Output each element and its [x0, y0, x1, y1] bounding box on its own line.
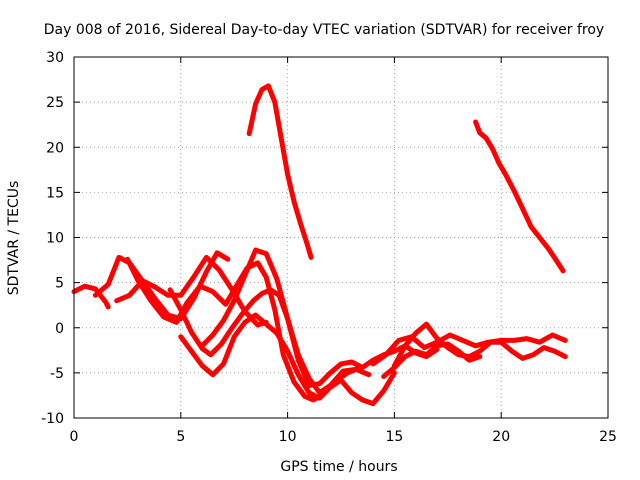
- y-tick-label: 5: [55, 276, 64, 292]
- x-tick-label: 10: [279, 429, 297, 445]
- y-tick-label: -5: [50, 366, 64, 382]
- axes: 0 5 10 15 20 25 -10 -5 0 5 10 15 20 25 30: [41, 50, 617, 445]
- series-arc-10: [391, 321, 568, 369]
- x-tick-label: 15: [385, 429, 403, 445]
- series-arc-7: [199, 247, 440, 388]
- y-tick-label: 25: [46, 95, 64, 111]
- grid: [74, 57, 608, 418]
- y-tick-label: 20: [46, 140, 64, 156]
- x-tick-label: 0: [70, 429, 79, 445]
- y-tick-label: 15: [46, 185, 64, 201]
- series-arc-9: [370, 332, 568, 367]
- series-arc-8: [246, 83, 314, 260]
- series-arc-5: [167, 287, 372, 396]
- y-tick-label: 0: [55, 321, 64, 337]
- y-axis-label: SDTVAR / TECUs: [6, 181, 22, 296]
- y-tick-label: 30: [46, 50, 64, 66]
- x-tick-label: 5: [176, 429, 185, 445]
- chart-title: Day 008 of 2016, Sidereal Day-to-day VTE…: [44, 22, 604, 38]
- series-arc-12: [473, 119, 566, 274]
- data-traces: [71, 83, 568, 407]
- x-axis-label: GPS time / hours: [280, 459, 397, 475]
- y-tick-label: -10: [41, 411, 64, 427]
- series-arc-11: [381, 341, 483, 379]
- x-tick-label: 25: [599, 429, 617, 445]
- series-arc-6: [178, 312, 397, 407]
- x-tick-label: 20: [492, 429, 510, 445]
- y-tick-label: 10: [46, 231, 64, 247]
- series-arc-2: [92, 250, 231, 322]
- series-arc-1: [71, 283, 111, 310]
